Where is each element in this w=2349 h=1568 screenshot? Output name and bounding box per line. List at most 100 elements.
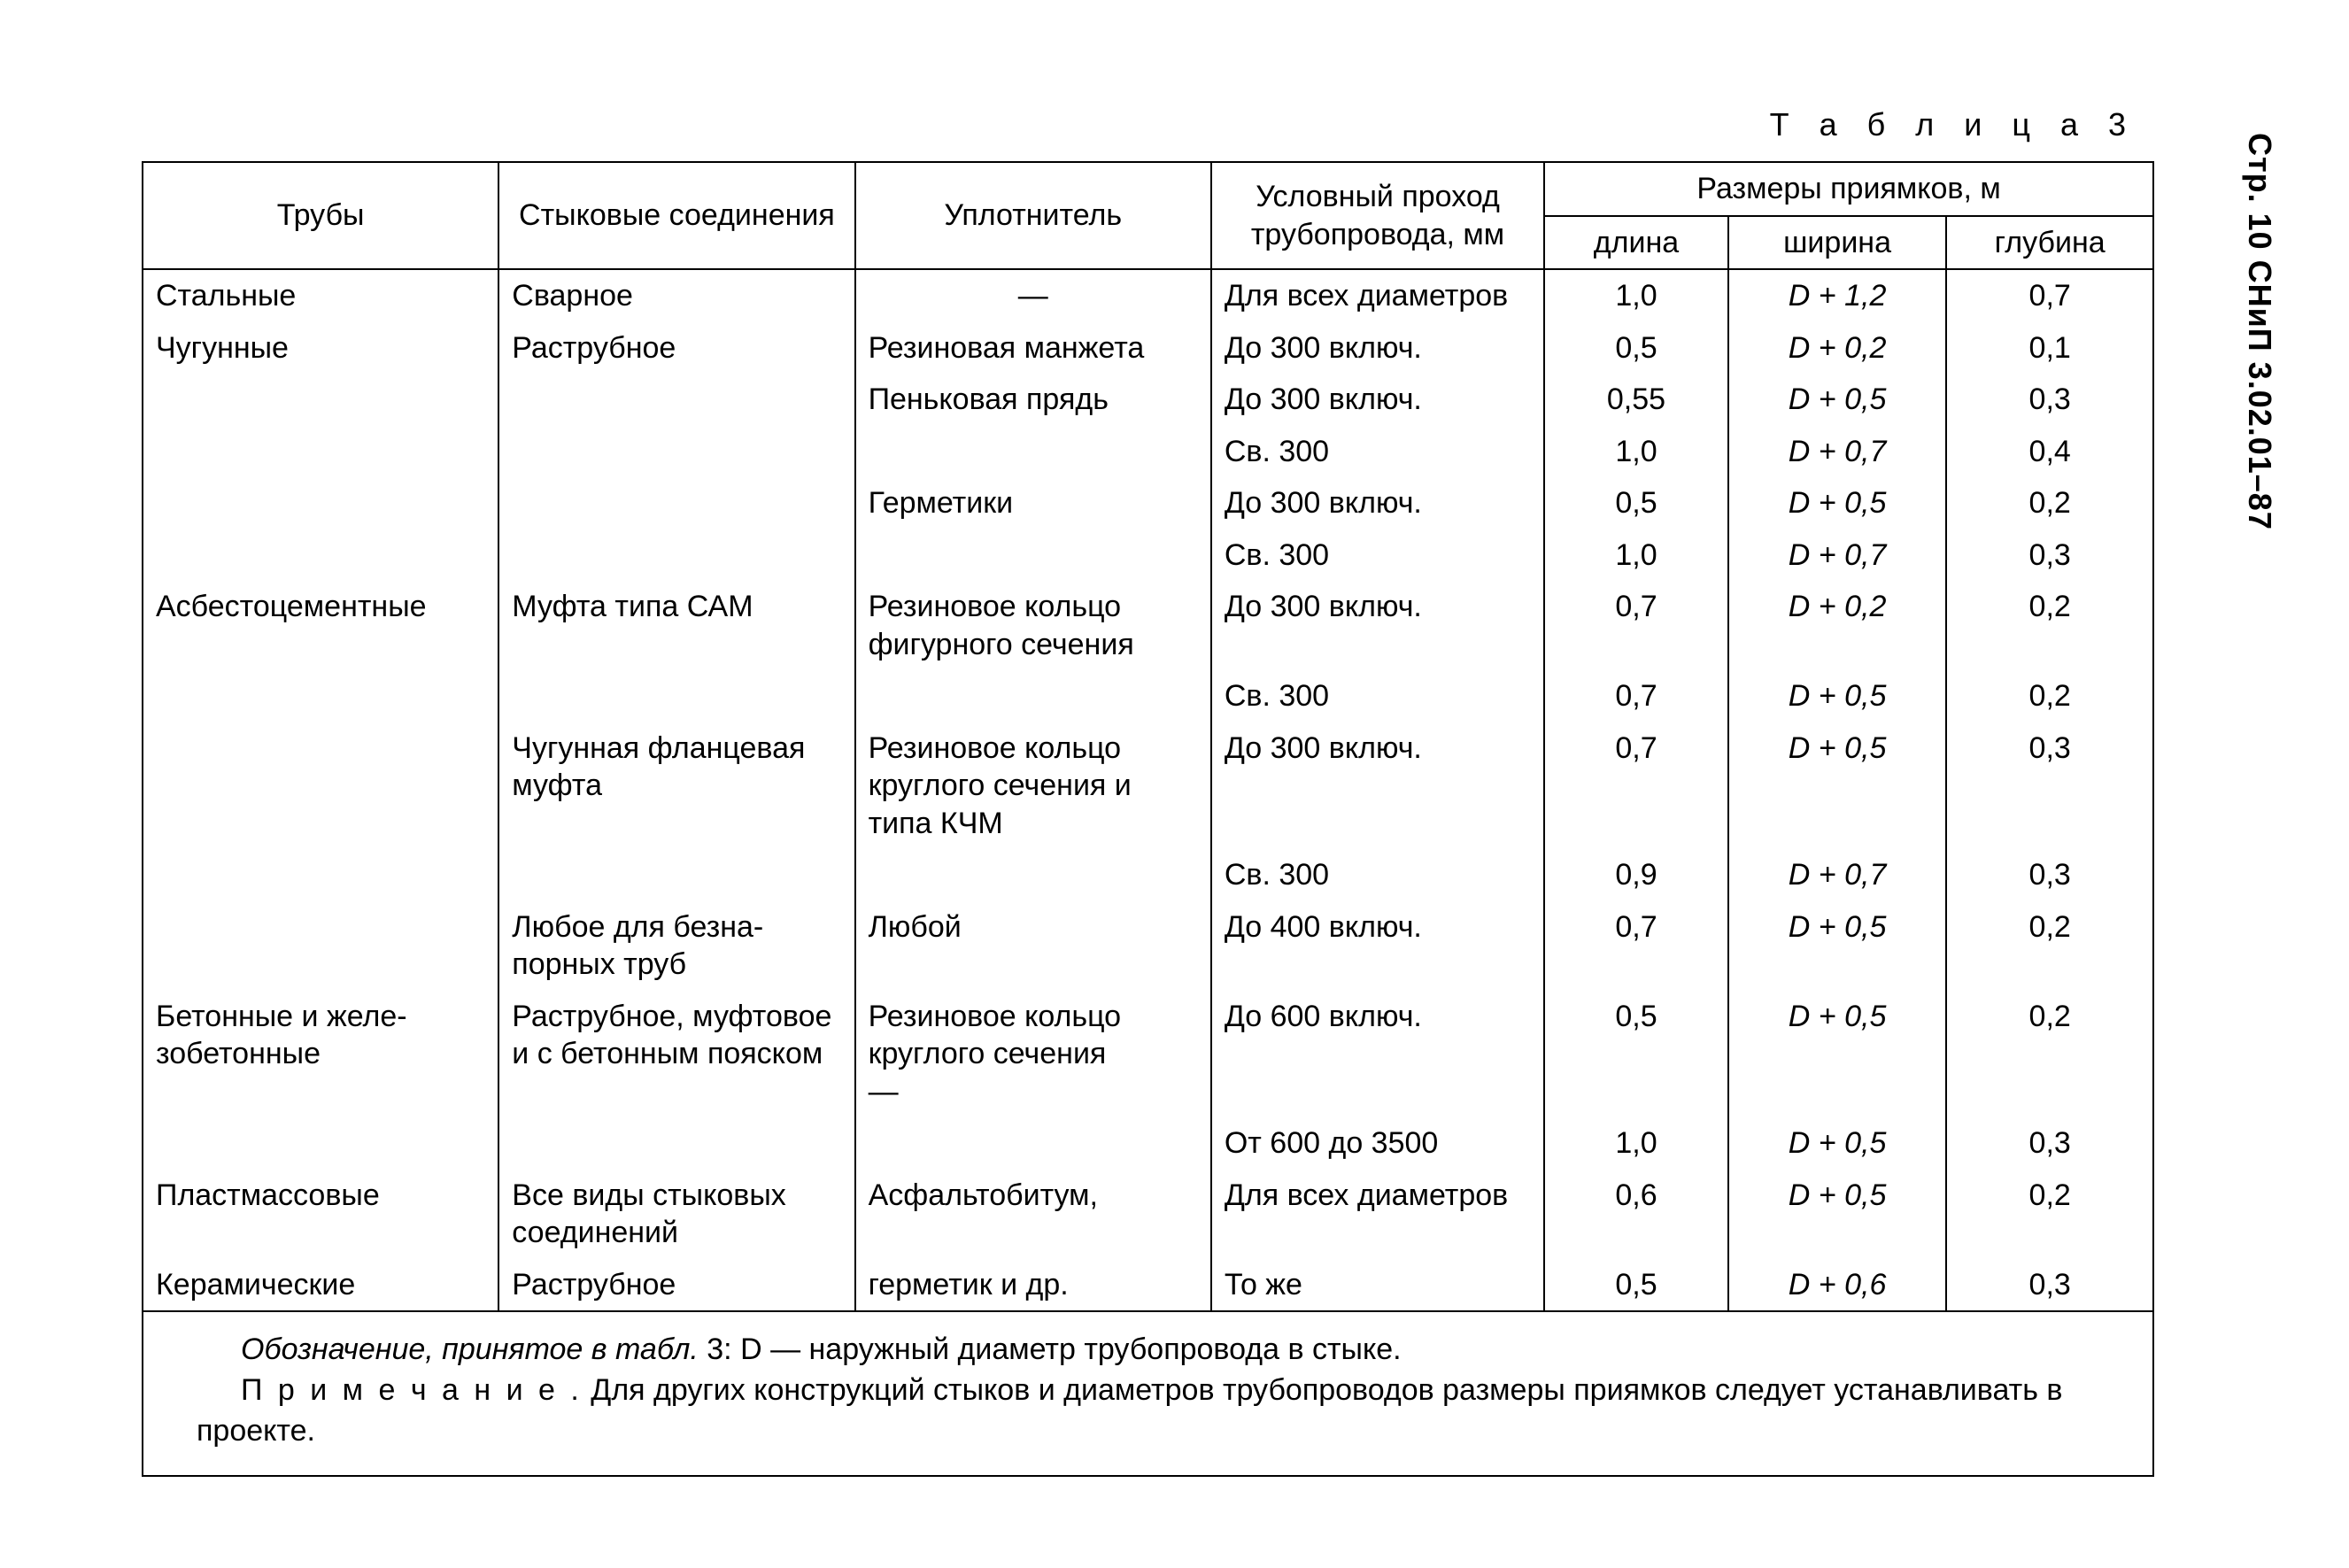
table-body: Стальные Сварное — Для всех диа­метров 1… xyxy=(143,269,2153,1311)
cell-sealant: Любой xyxy=(855,901,1211,991)
cell-joint xyxy=(498,374,854,426)
cell-sealant: Резиновое кольцо круглого сечения — xyxy=(855,991,1211,1118)
cell-len: 0,6 xyxy=(1544,1170,1728,1259)
footnote-designation-rest: 3: D — наружный диаметр трубопровода в с… xyxy=(699,1332,1402,1366)
cell-len: 1,0 xyxy=(1544,269,1728,322)
cell-pipe xyxy=(143,529,498,582)
cell-pipe xyxy=(143,374,498,426)
cell-pipe: Чугунные xyxy=(143,322,498,375)
pit-dimensions-table: Трубы Стыковые соеди­нения Уплотнитель У… xyxy=(142,161,2154,1312)
cell-bore: До 400 включ. xyxy=(1211,901,1544,991)
cell-dep: 0,3 xyxy=(1946,1117,2153,1170)
col-width: ширина xyxy=(1728,216,1947,270)
cell-dep: 0,4 xyxy=(1946,426,2153,478)
footnote-note-label: П р и м е ч а н и е . xyxy=(241,1373,583,1407)
cell-dep: 0,2 xyxy=(1946,901,2153,991)
cell-joint: Раструбное, муф­товое и с бетон­ным пояс… xyxy=(498,991,854,1118)
cell-sealant: Асфальтобитум, xyxy=(855,1170,1211,1259)
table-row: Герметики До 300 включ. 0,5 D + 0,5 0,2 xyxy=(143,477,2153,529)
cell-joint xyxy=(498,426,854,478)
cell-wid: D + 0,5 xyxy=(1728,670,1947,722)
col-bore: Условный проход трубоп­ровода, мм xyxy=(1211,162,1544,269)
table-footnotes: Обозначение, принятое в табл. 3: D — нар… xyxy=(142,1312,2154,1477)
footnote-note: П р и м е ч а н и е . Для других констру… xyxy=(197,1371,2126,1452)
cell-pipe xyxy=(143,849,498,901)
table-row: Керамические Раструбное герметик и др. Т… xyxy=(143,1259,2153,1312)
table-row: Чугунные Раструбное Резиновая ман­жета Д… xyxy=(143,322,2153,375)
cell-bore: Для всех диа­метров xyxy=(1211,269,1544,322)
col-length: длина xyxy=(1544,216,1728,270)
cell-wid: D + 0,5 xyxy=(1728,1117,1947,1170)
page: Стр. 10 СНиП 3.02.01–87 Т а б л и ц а 3 … xyxy=(0,0,2349,1568)
cell-sealant: Герметики xyxy=(855,477,1211,529)
cell-sealant: герметик и др. xyxy=(855,1259,1211,1312)
footnote-designation-prefix: Обозначение, принятое в табл. xyxy=(241,1332,699,1366)
cell-len: 0,5 xyxy=(1544,477,1728,529)
cell-bore: Св. 300 xyxy=(1211,426,1544,478)
col-pits: Размеры приямков, м xyxy=(1544,162,2153,216)
cell-bore: До 300 включ. xyxy=(1211,477,1544,529)
cell-joint: Сварное xyxy=(498,269,854,322)
cell-len: 0,5 xyxy=(1544,991,1728,1118)
cell-pipe xyxy=(143,722,498,850)
cell-joint xyxy=(498,1117,854,1170)
cell-wid: D + 0,7 xyxy=(1728,426,1947,478)
cell-len: 0,7 xyxy=(1544,722,1728,850)
cell-sealant: Пеньковая прядь xyxy=(855,374,1211,426)
cell-bore: До 300 включ. xyxy=(1211,722,1544,850)
col-joints: Стыковые соеди­нения xyxy=(498,162,854,269)
cell-dep: 0,3 xyxy=(1946,722,2153,850)
cell-wid: D + 0,6 xyxy=(1728,1259,1947,1312)
cell-wid: D + 0,5 xyxy=(1728,722,1947,850)
cell-bore: Для всех диа­метров xyxy=(1211,1170,1544,1259)
cell-len: 0,9 xyxy=(1544,849,1728,901)
cell-joint: Муфта типа САМ xyxy=(498,581,854,670)
cell-bore: До 300 включ. xyxy=(1211,374,1544,426)
cell-wid: D + 0,5 xyxy=(1728,901,1947,991)
cell-sealant xyxy=(855,849,1211,901)
cell-dep: 0,3 xyxy=(1946,1259,2153,1312)
cell-pipe xyxy=(143,901,498,991)
cell-sealant xyxy=(855,1117,1211,1170)
table-caption: Т а б л и ц а 3 xyxy=(142,106,2137,143)
cell-dep: 0,1 xyxy=(1946,322,2153,375)
cell-len: 1,0 xyxy=(1544,529,1728,582)
cell-joint: Чугунная фланце­вая муфта xyxy=(498,722,854,850)
page-side-label: Стр. 10 СНиП 3.02.01–87 xyxy=(2241,133,2278,530)
cell-wid: D + 0,5 xyxy=(1728,1170,1947,1259)
cell-bore: Св. 300 xyxy=(1211,670,1544,722)
cell-dep: 0,2 xyxy=(1946,670,2153,722)
cell-joint: Раструбное xyxy=(498,322,854,375)
table-row: Стальные Сварное — Для всех диа­метров 1… xyxy=(143,269,2153,322)
cell-joint xyxy=(498,849,854,901)
cell-bore: До 600 включ. xyxy=(1211,991,1544,1118)
cell-sealant: Резиновое кольцо круглого сечения и типа… xyxy=(855,722,1211,850)
cell-pipe: Стальные xyxy=(143,269,498,322)
cell-len: 1,0 xyxy=(1544,1117,1728,1170)
cell-sealant: Резиновая ман­жета xyxy=(855,322,1211,375)
cell-bore: До 300 включ. xyxy=(1211,322,1544,375)
cell-dep: 0,7 xyxy=(1946,269,2153,322)
cell-len: 0,7 xyxy=(1544,670,1728,722)
cell-len: 0,5 xyxy=(1544,322,1728,375)
cell-sealant: Резиновое кольцо фигурного сече­ния xyxy=(855,581,1211,670)
table-row: От 600 до 3500 1,0 D + 0,5 0,3 xyxy=(143,1117,2153,1170)
cell-joint xyxy=(498,529,854,582)
cell-len: 0,7 xyxy=(1544,901,1728,991)
cell-len: 1,0 xyxy=(1544,426,1728,478)
cell-dep: 0,3 xyxy=(1946,849,2153,901)
cell-pipe: Керамические xyxy=(143,1259,498,1312)
cell-sealant xyxy=(855,670,1211,722)
cell-wid: D + 0,5 xyxy=(1728,374,1947,426)
table-row: Св. 300 0,7 D + 0,5 0,2 xyxy=(143,670,2153,722)
table-row: Асбестоцемент­ные Муфта типа САМ Резинов… xyxy=(143,581,2153,670)
cell-len: 0,55 xyxy=(1544,374,1728,426)
col-pipes: Трубы xyxy=(143,162,498,269)
cell-wid: D + 0,2 xyxy=(1728,581,1947,670)
cell-bore: До 300 включ. xyxy=(1211,581,1544,670)
cell-dep: 0,2 xyxy=(1946,1170,2153,1259)
table-row: Чугунная фланце­вая муфта Резиновое коль… xyxy=(143,722,2153,850)
cell-joint: Любое для безна­порных труб xyxy=(498,901,854,991)
cell-dep: 0,3 xyxy=(1946,529,2153,582)
cell-pipe xyxy=(143,1117,498,1170)
